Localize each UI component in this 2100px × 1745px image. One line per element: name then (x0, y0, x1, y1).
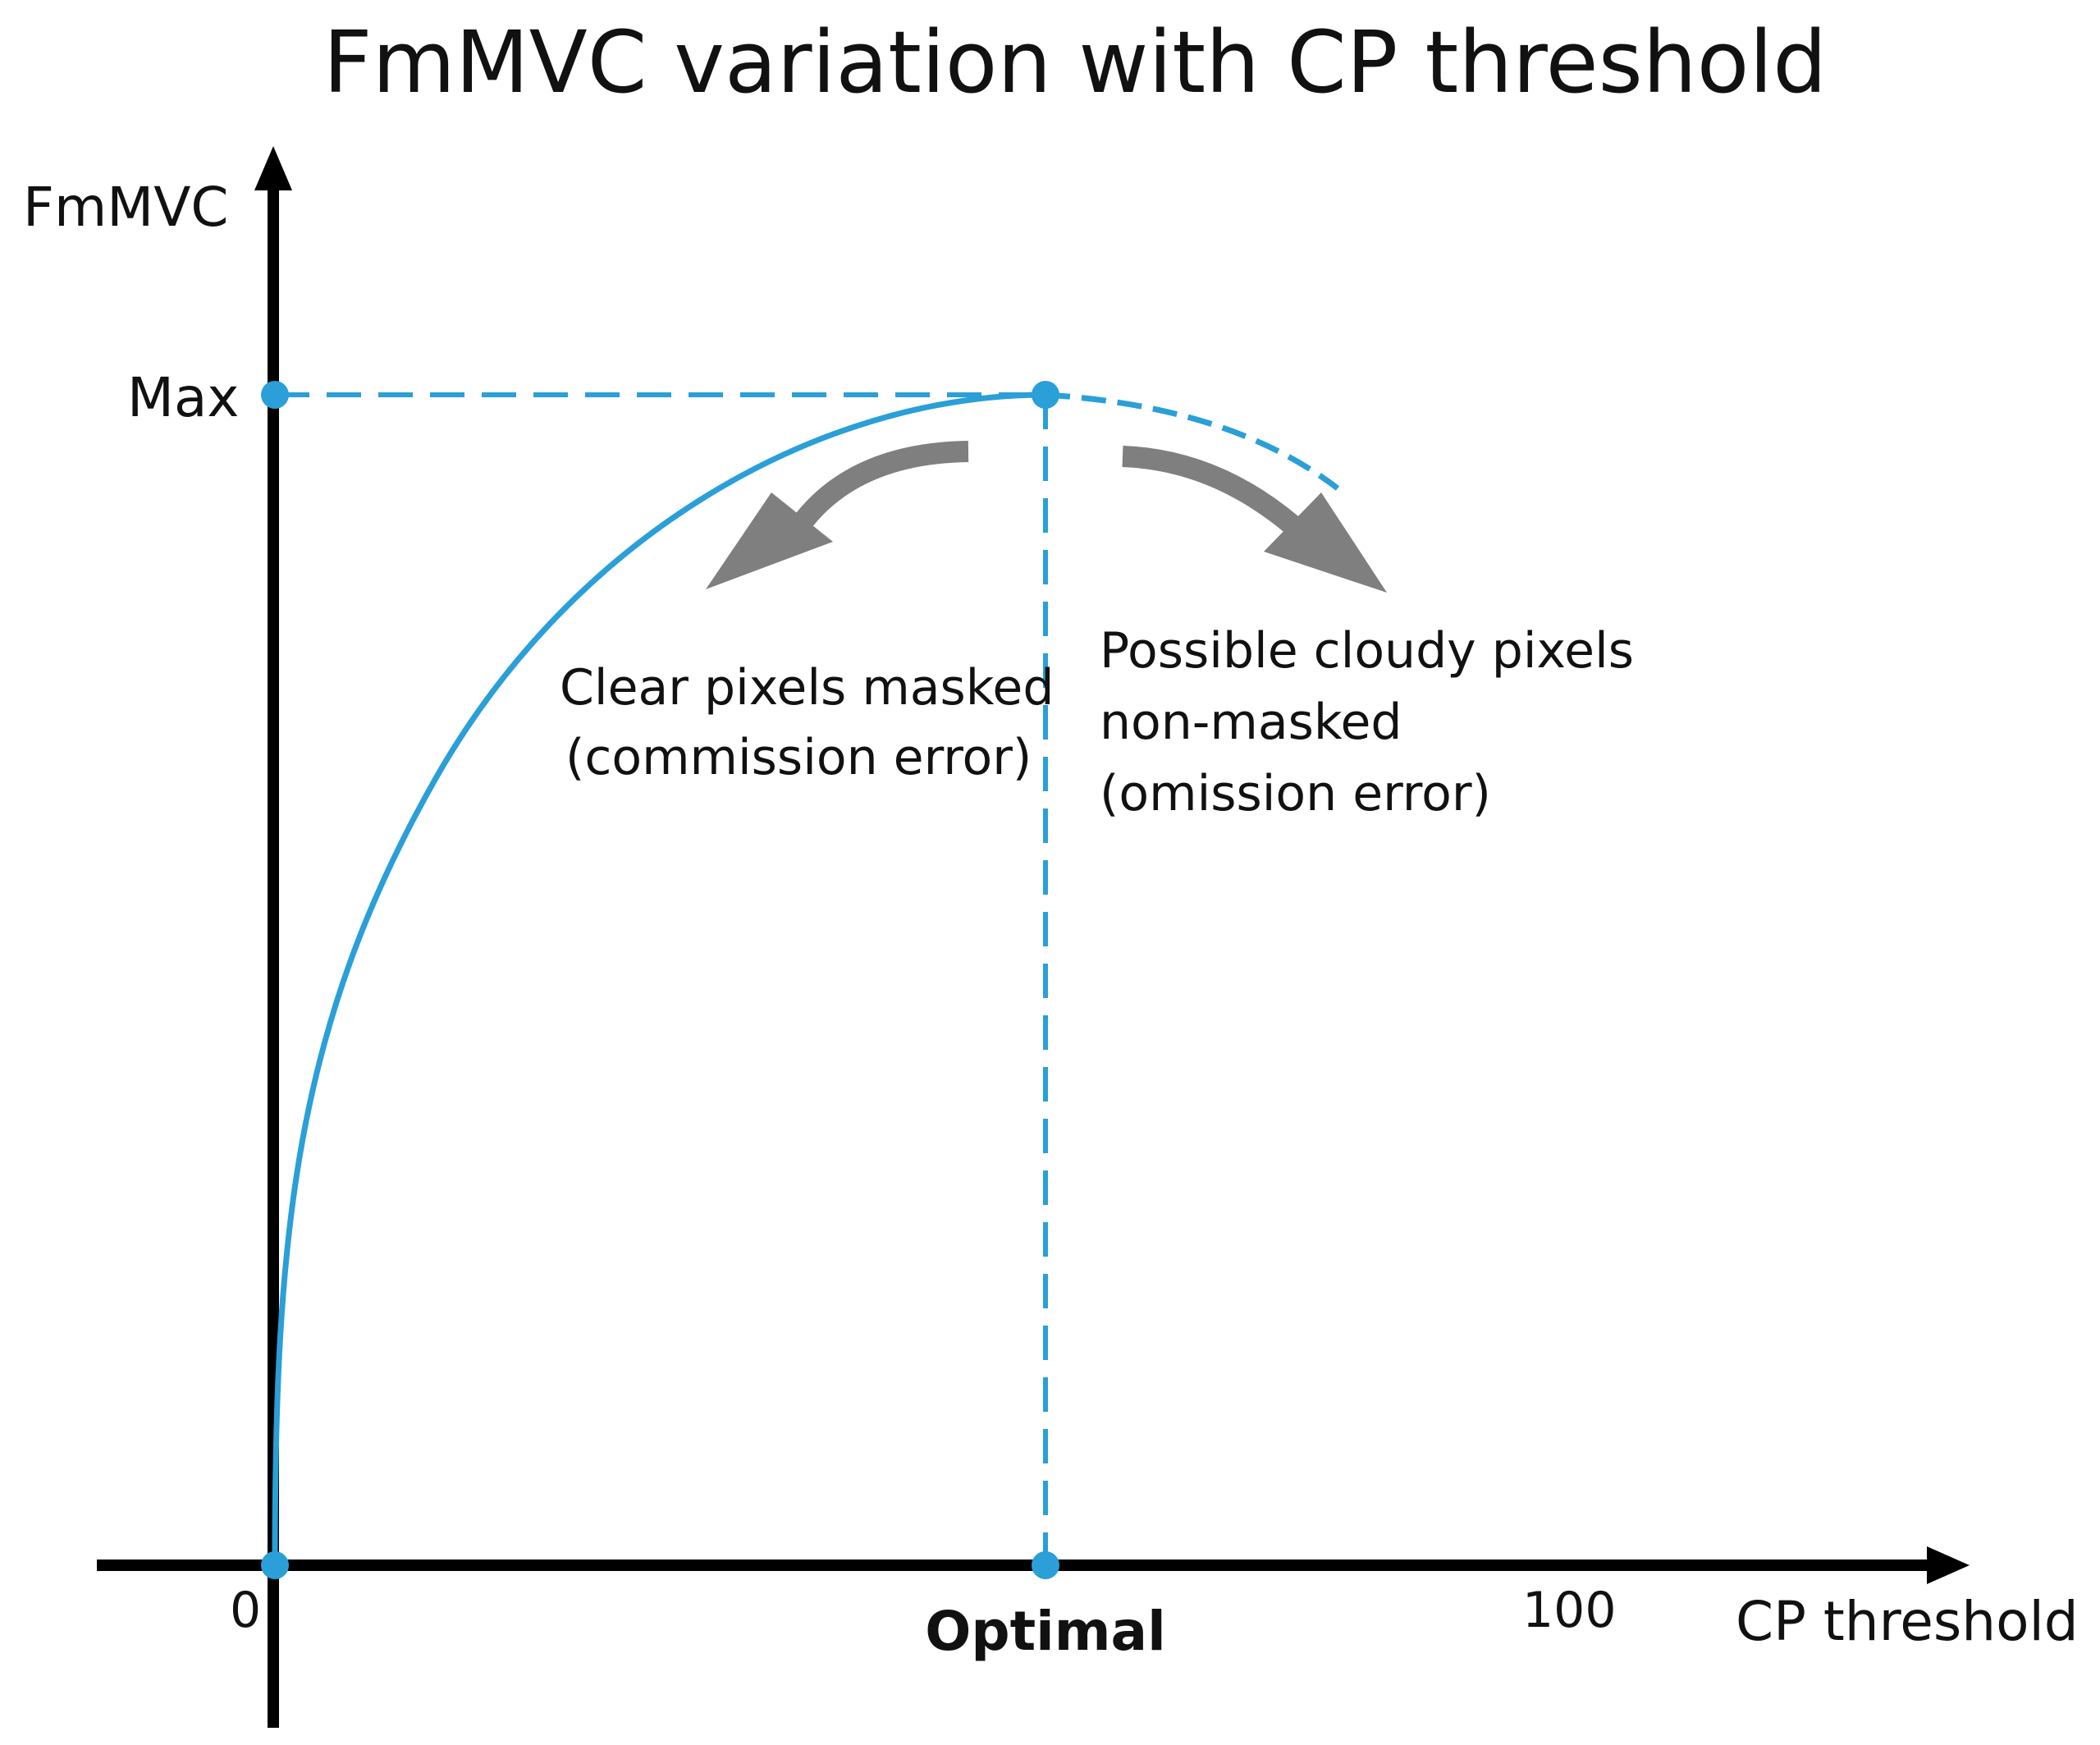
right-annotation-line2: non-masked (1100, 694, 1402, 751)
left-arrowhead (706, 492, 833, 589)
right-curved-arrow (1122, 446, 1300, 534)
right-arrowhead (1264, 492, 1387, 593)
max-point (261, 381, 289, 409)
origin-point (261, 1551, 289, 1579)
y-axis-arrowhead (254, 146, 292, 190)
left-annotation: Clear pixels masked (commission error) (560, 659, 1054, 786)
x-axis-label: CP threshold (1736, 1590, 2079, 1653)
x-optimal-label: Optimal (925, 1600, 1165, 1663)
diagram-title: FmMVC variation with CP threshold (323, 12, 1828, 112)
fmmvc-curve-decline (1045, 392, 1340, 491)
right-annotation: Possible cloudy pixels non-masked (omiss… (1100, 622, 1634, 822)
left-annotation-line2: (commission error) (565, 729, 1032, 786)
left-curved-arrow (791, 441, 969, 532)
y-axis-label: FmMVC (23, 176, 228, 239)
x-end-label: 100 (1522, 1582, 1617, 1639)
left-annotation-line1: Clear pixels masked (560, 659, 1054, 717)
optimal-point (1032, 1551, 1059, 1579)
x-origin-label: 0 (230, 1582, 261, 1639)
direction-arrows (706, 441, 1387, 593)
peak-point (1032, 381, 1059, 409)
right-annotation-line3: (omission error) (1100, 765, 1491, 822)
fmmvc-curve (272, 392, 1046, 1566)
y-max-label: Max (127, 366, 239, 429)
right-annotation-line1: Possible cloudy pixels (1100, 622, 1634, 680)
key-points (261, 381, 1059, 1579)
x-axis-arrowhead (1927, 1546, 1970, 1584)
axes (97, 146, 1970, 1728)
guide-lines (275, 392, 1048, 1565)
